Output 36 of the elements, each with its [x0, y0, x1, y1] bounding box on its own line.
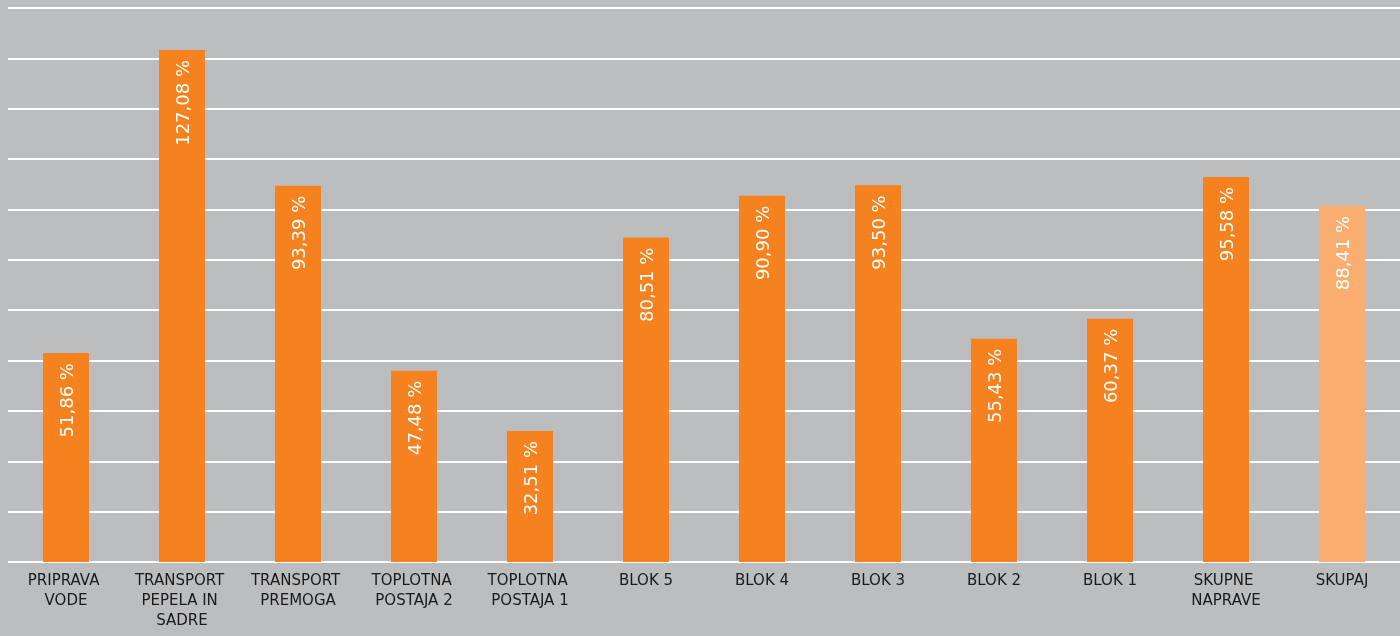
- x-tick-label: TOPLOTNA POSTAJA 1: [486, 571, 573, 609]
- x-tick-label: SKUPAJ: [1315, 571, 1369, 589]
- data-label: 80,51 %: [635, 247, 657, 322]
- bar: [275, 185, 321, 562]
- data-label: 93,39 %: [287, 195, 309, 271]
- x-tick-label: PRIPRAVA VODE: [27, 571, 105, 609]
- bar: [623, 237, 669, 562]
- bar: [159, 49, 205, 562]
- bar: [1203, 176, 1249, 562]
- data-label: 51,86 %: [55, 363, 77, 438]
- x-tick-label: BLOK 4: [734, 571, 790, 589]
- data-label: 60,37 %: [1099, 328, 1121, 404]
- x-tick-label: BLOK 5: [618, 571, 674, 589]
- bar: [391, 370, 437, 562]
- data-label: 88,41 %: [1331, 215, 1353, 291]
- bar: [43, 353, 89, 562]
- x-tick-label: BLOK 1: [1082, 571, 1138, 589]
- bar: [1087, 318, 1133, 562]
- x-tick-label: TOPLOTNA POSTAJA 2: [370, 571, 457, 609]
- bar: [855, 185, 901, 562]
- x-tick-label: TRANSPORT PEPELA IN SADRE: [133, 571, 230, 629]
- bar: [739, 195, 785, 562]
- data-label: 95,58 %: [1215, 186, 1237, 262]
- data-label: 90,90 %: [751, 205, 773, 281]
- data-label: 32,51 %: [519, 441, 541, 516]
- bar: [1319, 205, 1365, 562]
- bar: [971, 338, 1017, 562]
- x-tick-label: BLOK 3: [850, 571, 906, 589]
- data-label: 55,43 %: [983, 348, 1005, 424]
- bar: [507, 431, 553, 562]
- x-tick-label: SKUPNE NAPRAVE: [1191, 571, 1261, 609]
- x-tick-label: BLOK 2: [966, 571, 1022, 589]
- data-label: 93,50 %: [867, 195, 889, 270]
- data-label: 47,48 %: [403, 380, 425, 456]
- data-label: 127,08 %: [171, 59, 193, 146]
- x-tick-label: TRANSPORT PREMOGA: [249, 571, 346, 609]
